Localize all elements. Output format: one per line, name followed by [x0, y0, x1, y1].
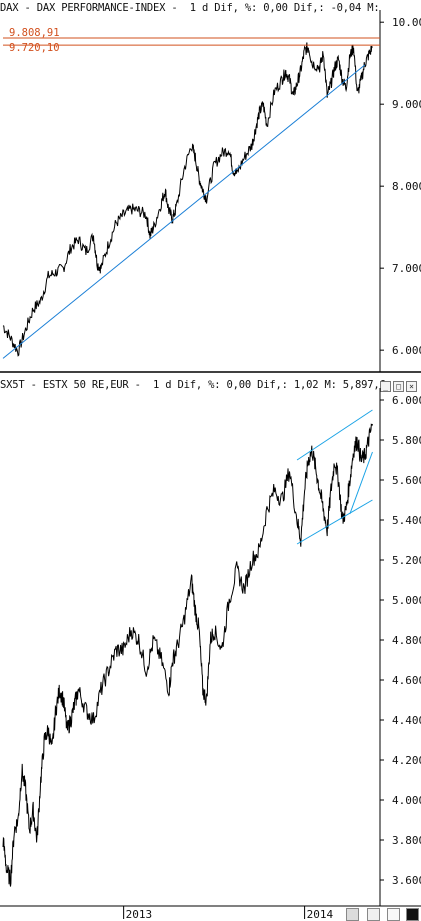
sx5t-channel-line	[296, 409, 373, 461]
panel-window-buttons: _ □ ×	[380, 381, 417, 392]
sx5t-ytick-label: 5.200	[392, 554, 421, 567]
sx5t-channel-line	[349, 451, 373, 515]
dax-header: DAX - DAX PERFORMANCE-INDEX - 1 d Dif, %…	[0, 2, 380, 14]
dax-ytick-label: 8.000	[392, 180, 421, 193]
xtick-label: 2013	[126, 908, 153, 921]
sx5t-ytick-label: 4.600	[392, 674, 421, 687]
sx5t-header: SX5T - ESTX 50 RE,EUR - 1 d Dif, %: 0,00…	[0, 379, 386, 391]
minimize-button[interactable]: _	[380, 381, 391, 392]
dax-ytick-label: 6.000	[392, 344, 421, 357]
sx5t-ytick-label: 5.400	[392, 514, 421, 527]
xtick-label: 2014	[307, 908, 334, 921]
sx5t-ytick-label: 5.800	[392, 434, 421, 447]
sx5t-ytick-label: 4.200	[392, 754, 421, 767]
dax-ytick-label: 9.000	[392, 98, 421, 111]
sx5t-ytick-label: 6.000	[392, 394, 421, 407]
dax-trendline	[2, 64, 366, 359]
sx5t-ytick-label: 4.400	[392, 714, 421, 727]
sx5t-ytick-label: 4.800	[392, 634, 421, 647]
dax-price-series	[2, 42, 373, 357]
sx5t-ytick-label: 5.000	[392, 594, 421, 607]
maximize-button[interactable]: □	[393, 381, 404, 392]
sx5t-channel-line	[296, 499, 373, 545]
sx5t-ytick-label: 3.800	[392, 834, 421, 847]
close-button[interactable]: ×	[406, 381, 417, 392]
dax-ytick-label: 7.000	[392, 262, 421, 275]
sx5t-ytick-label: 3.600	[392, 874, 421, 887]
sx5t-ytick-label: 4.000	[392, 794, 421, 807]
dax-ytick-label: 10.00	[392, 16, 421, 29]
sx5t-price-series	[2, 423, 373, 887]
sx5t-ytick-label: 5.600	[392, 474, 421, 487]
dax-level-label: 9.720,10	[9, 42, 60, 54]
dax-level-label: 9.808,91	[9, 27, 60, 39]
